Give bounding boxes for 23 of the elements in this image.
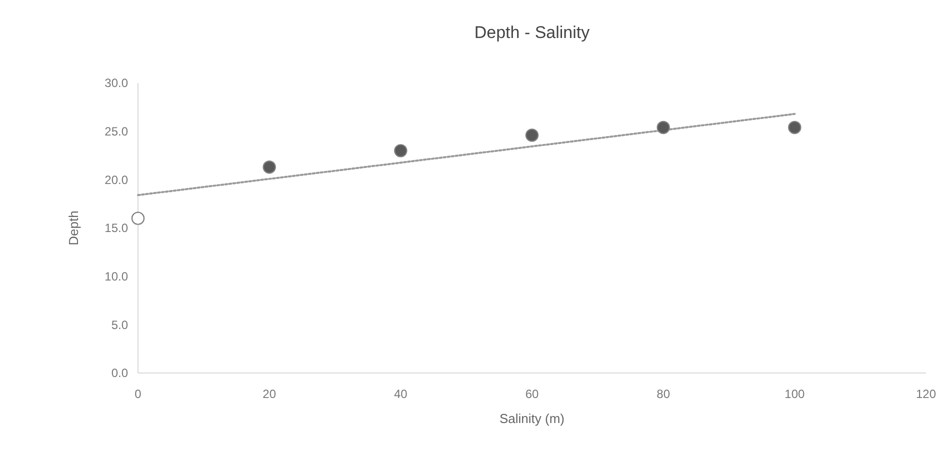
chart-title: Depth - Salinity [474, 23, 590, 42]
y-tick-label: 20.0 [104, 172, 128, 187]
y-tick-label: 5.0 [111, 318, 128, 332]
point [525, 128, 539, 142]
x-tick-label: 120 [916, 387, 936, 401]
y-tick-label: 0.0 [111, 366, 128, 380]
y-tick-label: 25.0 [104, 124, 128, 139]
x-tick-label: 0 [134, 387, 142, 401]
point [131, 212, 145, 225]
y-tick-label: 15.0 [104, 221, 128, 236]
point [394, 144, 408, 158]
y-axis-title: Depth [66, 210, 81, 246]
x-tick-label: 20 [262, 387, 276, 401]
point [656, 120, 670, 134]
y-tick-label: 10.0 [104, 270, 128, 284]
x-axis-title: Salinity (m) [499, 411, 565, 426]
point [788, 120, 802, 134]
x-tick-label: 60 [525, 387, 539, 401]
x-tick-label: 100 [784, 387, 805, 401]
y-tick-label: 30.0 [104, 76, 128, 90]
x-tick-label: 80 [656, 387, 670, 401]
point [262, 160, 276, 174]
x-tick-label: 40 [394, 387, 408, 401]
